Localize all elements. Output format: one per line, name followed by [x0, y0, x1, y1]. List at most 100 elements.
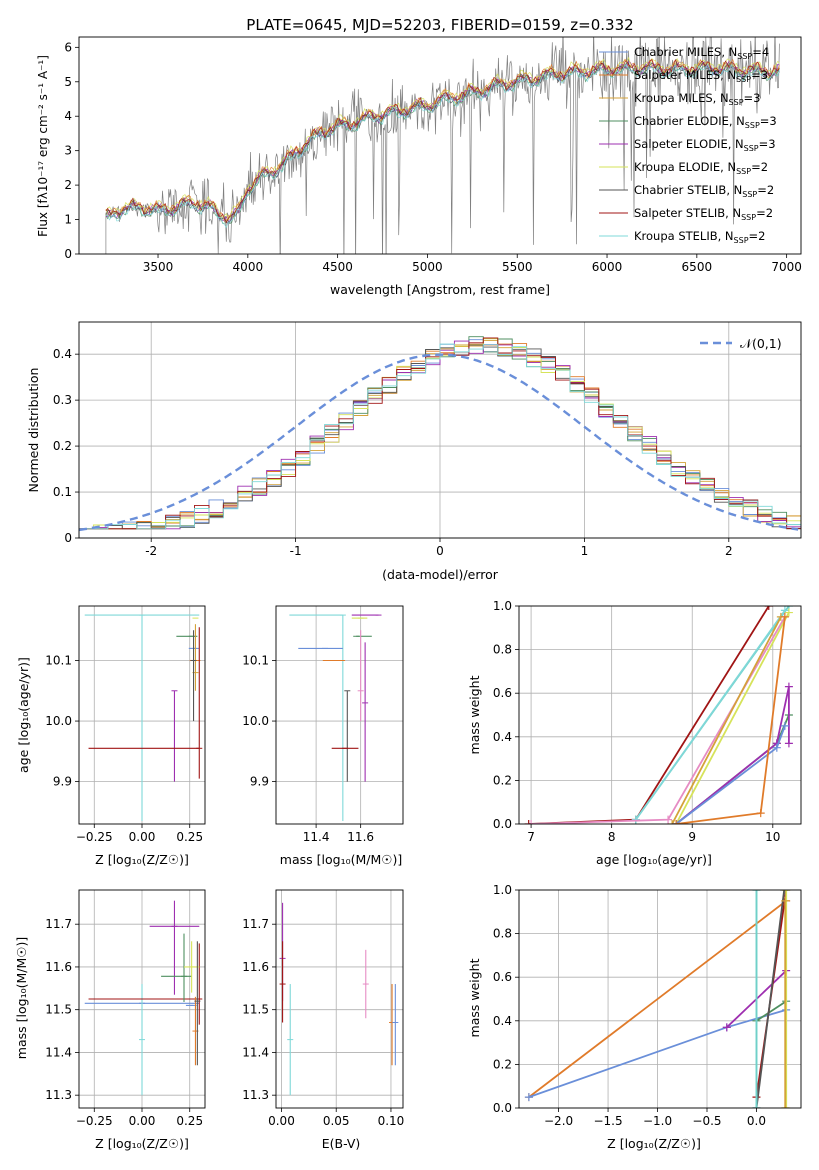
spectrum-ytick-label: 3 [64, 144, 72, 158]
age-vs-mass-panel: mass [log₁₀(M/M☉)] 11.4 11.6 9.9 10.0 10.1 [242, 605, 404, 867]
spectrum-xtick-label: 6000 [592, 260, 623, 274]
massweight-point [784, 608, 793, 617]
massweight-point [524, 1093, 533, 1102]
massweight-line [635, 609, 786, 821]
mass-vs-Z-panel: Z [log₁₀(Z/Z☉)] mass [log₁₀(M/M☉)] −0.25… [14, 889, 206, 1151]
massweight-point [524, 820, 533, 824]
mass-vs-ebv-ytick-label: 11.4 [242, 1045, 269, 1059]
mass-vs-ebv-ytick-label: 11.6 [242, 960, 269, 974]
age-vs-mass-axes: 11.4 11.6 9.9 10.0 10.1 [242, 605, 404, 844]
massweight-point [672, 820, 681, 824]
massweight-vs-Z-ytick-label: 0.6 [493, 970, 512, 984]
residuals-axes: -2 -1 0 1 2 0 0.1 0.2 0.3 0.4 [53, 321, 802, 558]
massweight-vs-Z-ytick-label: 0.4 [493, 1014, 512, 1028]
massweight-vs-age-grid [519, 605, 801, 825]
massweight-vs-Z-xtick-label: −0.5 [692, 1114, 721, 1128]
spectrum-model-line [105, 58, 780, 224]
mass-vs-ebv-axes: 0.00 0.05 0.10 11.3 11.4 11.5 11.6 11.7 [242, 889, 405, 1128]
massweight-line [671, 616, 782, 824]
age-vs-Z-ytick-label: 9.9 [53, 775, 72, 789]
massweight-point [772, 743, 781, 752]
spectrum-axes: 3500 4000 4500 5000 5500 6000 6500 7000 0 1 2 3 4 5 6 [64, 36, 802, 274]
residuals-legend: 𝒩(0,1) [700, 336, 782, 351]
age-vs-Z-plot [84, 614, 203, 821]
spectrum-ytick-label: 5 [64, 75, 72, 89]
massweight-point [668, 820, 677, 824]
residuals-xtick-label: 2 [725, 544, 733, 558]
residual-histogram [79, 343, 801, 538]
mass-vs-ebv-frame [275, 889, 404, 1109]
massweight-vs-Z-panel: Z [log₁₀(Z/Z☉)] mass weight −2.0 −1.5 −1.0… [467, 883, 802, 1151]
mass-vs-ebv-xtick-label: 0.10 [378, 1114, 405, 1128]
age-vs-mass-xtick-label: 11.6 [347, 830, 374, 844]
massweight-vs-Z-xtick-label: −2.0 [544, 1114, 573, 1128]
massweight-vs-Z-ytick-label: 0.0 [493, 1101, 512, 1115]
spectrum-ytick-label: 1 [64, 213, 72, 227]
spectrum-legend-label: Salpeter ELODIE, NSSP=3 [634, 137, 776, 153]
spectrum-xlabel: wavelength [Angstrom, rest frame] [330, 282, 550, 297]
massweight-vs-age-ytick-label: 0.0 [493, 817, 512, 831]
residuals-xtick-label: -2 [145, 544, 157, 558]
massweight-point [527, 820, 536, 824]
residuals-ytick-label: 0.2 [53, 439, 72, 453]
massweight-vs-age-ytick-label: 0.2 [493, 773, 512, 787]
spectrum-ylabel: Flux [fλ10⁻¹⁷ erg cm⁻² s⁻¹ A⁻¹] [36, 55, 50, 237]
massweight-point [780, 721, 789, 730]
massweight-vs-Z-xtick-label: −1.0 [643, 1114, 672, 1128]
massweight-point [782, 1104, 791, 1108]
massweight-point [782, 890, 791, 894]
massweight-vs-Z-xtick-label: 0.0 [747, 1114, 766, 1128]
residuals-xtick-label: 0 [436, 544, 444, 558]
massweight-point [784, 682, 793, 691]
spectrum-panel: wavelength [Angstrom, rest frame] Flux [… [36, 36, 802, 297]
massweight-vs-age-plot [524, 606, 793, 824]
age-vs-Z-axes: −0.25 0.00 0.25 9.9 10.0 10.1 [45, 605, 206, 844]
age-vs-mass-ytick-label: 10.1 [242, 654, 269, 668]
spectrum-xtick-label: 6500 [682, 260, 713, 274]
spectrum-ytick-label: 0 [64, 247, 72, 261]
residuals-xtick-label: -1 [290, 544, 302, 558]
massweight-vs-Z-xtick-label: −1.5 [593, 1114, 622, 1128]
massweight-vs-age-ytick-label: 0.4 [493, 730, 512, 744]
age-vs-Z-panel: Z [log₁₀(Z/Z☉)] age [log₁₀(age/yr)] −0.2… [16, 605, 206, 867]
massweight-line [528, 900, 787, 1098]
mass-vs-Z-xtick-label: −0.25 [76, 1114, 113, 1128]
age-vs-mass-xtick-label: 11.4 [303, 830, 330, 844]
spectrum-ytick-label: 2 [64, 178, 72, 192]
mass-vs-Z-frame [78, 889, 206, 1109]
massweight-point [752, 1104, 761, 1108]
massweight-point [764, 606, 773, 610]
spectrum-plot [105, 37, 780, 254]
mass-vs-Z-ytick-label: 11.7 [45, 917, 72, 931]
age-vs-mass-ytick-label: 10.0 [242, 714, 269, 728]
massweight-vs-age-xlabel: age [log₁₀(age/yr)] [596, 852, 712, 867]
residuals-plot [79, 336, 801, 538]
massweight-vs-Z-frame [518, 889, 802, 1109]
massweight-vs-age-axes: 7 8 9 10 0.0 0.2 0.4 0.6 0.8 1.0 [493, 599, 802, 844]
massweight-vs-Z-ytick-label: 0.8 [493, 927, 512, 941]
massweight-line [675, 714, 790, 824]
mass-vs-ebv-ytick-label: 11.3 [242, 1088, 269, 1102]
massweight-point [784, 739, 793, 748]
spectrum-legend: Chabrier MILES, NSSP=4 Salpeter MILES, NS… [599, 45, 777, 245]
massweight-point [631, 815, 640, 824]
spectrum-legend-label: Chabrier ELODIE, NSSP=3 [634, 114, 777, 130]
spectrum-ytick-label: 4 [64, 109, 72, 123]
massweight-vs-Z-plot [524, 890, 791, 1108]
spectrum-xtick-label: 7000 [771, 260, 802, 274]
massweight-vs-age-ylabel: mass weight [467, 675, 482, 754]
spectrum-legend-label: Salpeter MILES, NSSP=3 [634, 68, 768, 84]
age-vs-Z-ytick-label: 10.0 [45, 714, 72, 728]
massweight-point [722, 1023, 731, 1032]
massweight-vs-age-frame [518, 605, 802, 825]
spectrum-legend-label: Salpeter STELIB, NSSP=2 [634, 206, 773, 222]
age-vs-mass-grid [276, 606, 403, 824]
massweight-vs-age-panel: age [log₁₀(age/yr)] mass weight 7 8 9 10 0.0… [467, 599, 802, 867]
spectrum-legend-label: Chabrier MILES, NSSP=4 [634, 45, 769, 61]
spectrum-frame [78, 36, 802, 255]
massweight-line [755, 890, 786, 1108]
massweight-vs-age-ytick-label: 0.8 [493, 643, 512, 657]
mass-vs-ebv-ytick-label: 11.5 [242, 1003, 269, 1017]
spectrum-xtick-label: 5500 [502, 260, 533, 274]
